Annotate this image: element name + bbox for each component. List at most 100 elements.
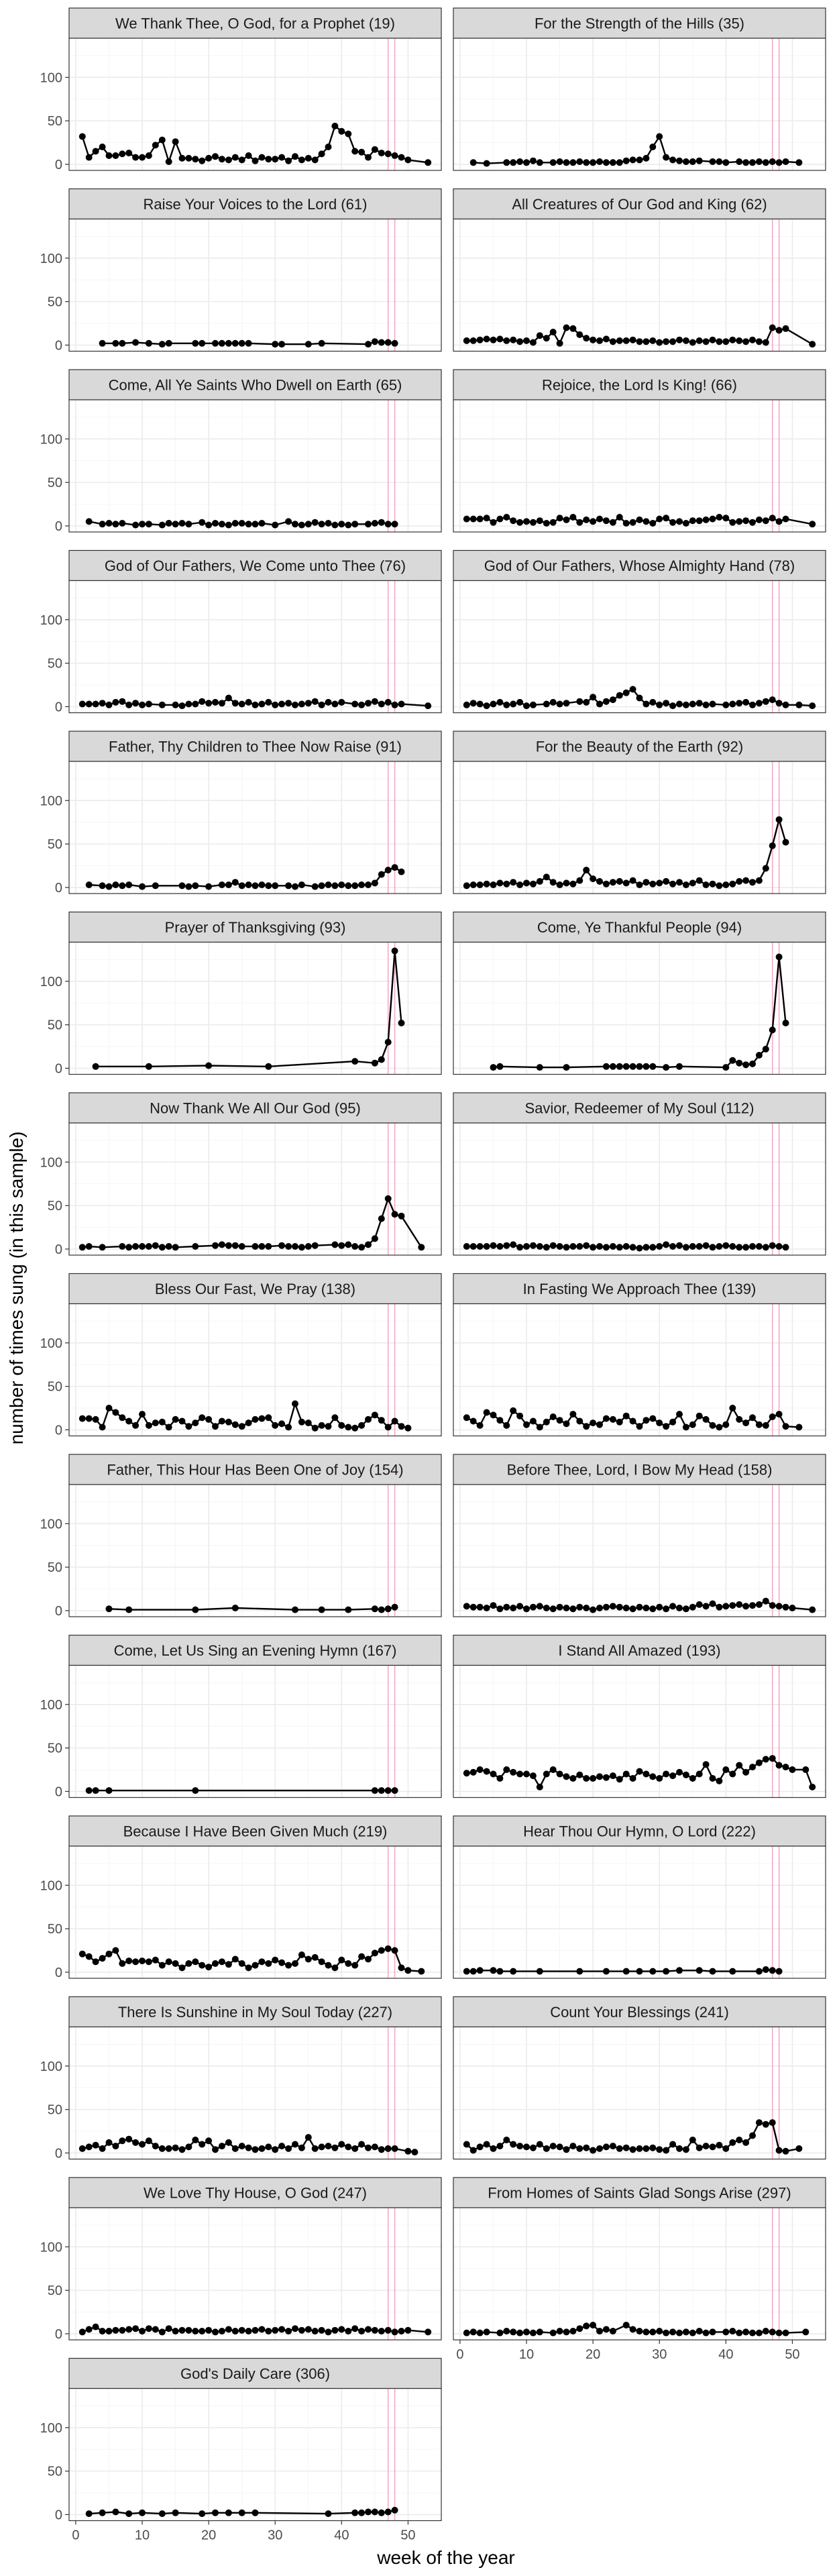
data-point: [304, 2326, 312, 2333]
panel-border: [453, 1484, 826, 1617]
y-tick-label: 100: [40, 1878, 62, 1893]
facet-title: God of Our Fathers, Whose Almighty Hand …: [484, 557, 795, 574]
data-point: [609, 1063, 616, 1070]
data-point: [702, 2143, 710, 2150]
panel-background: [69, 1846, 441, 1978]
data-point: [629, 1775, 636, 1782]
data-point: [245, 521, 252, 528]
data-point: [543, 873, 550, 881]
data-point: [331, 1414, 339, 1421]
data-point: [245, 1419, 252, 1427]
data-point: [663, 877, 670, 885]
data-point: [272, 1956, 279, 1964]
data-point: [192, 339, 199, 347]
data-point: [384, 1945, 392, 1952]
data-point: [358, 2509, 366, 2516]
data-point: [769, 842, 776, 849]
data-point: [192, 882, 199, 890]
data-point: [663, 515, 670, 522]
data-point: [311, 2328, 319, 2334]
data-point: [476, 1421, 484, 1429]
data-point: [616, 1063, 623, 1070]
panel-background: [69, 942, 441, 1075]
data-point: [722, 701, 730, 708]
data-point: [563, 879, 570, 887]
data-point: [265, 1243, 272, 1250]
data-point: [576, 158, 583, 165]
data-point: [556, 158, 563, 165]
facet-strip: [453, 1634, 826, 1666]
data-point: [278, 1420, 286, 1428]
data-point: [378, 2509, 385, 2516]
data-point: [351, 1243, 359, 1250]
y-tick-label: 50: [48, 1560, 62, 1575]
facet-strip: [453, 7, 826, 39]
data-point: [105, 1605, 113, 1613]
data-point: [503, 1242, 510, 1249]
data-point: [709, 1775, 716, 1782]
data-point: [503, 159, 510, 166]
facet-panel: Count Your Blessings (241): [453, 1996, 826, 2160]
data-point: [311, 519, 319, 526]
y-tick-label: 0: [55, 2508, 62, 2522]
data-point: [99, 882, 106, 890]
data-point: [112, 2326, 119, 2334]
data-point: [736, 2137, 743, 2143]
data-point: [125, 701, 133, 708]
facet-strip: [453, 1996, 826, 2028]
data-point: [569, 2328, 577, 2334]
data-point: [292, 1606, 298, 1613]
data-point: [165, 2145, 172, 2152]
data-point: [298, 1951, 305, 1958]
data-point: [510, 336, 517, 343]
data-point: [716, 1603, 723, 1611]
data-point: [762, 2121, 769, 2128]
data-point: [689, 2329, 696, 2337]
data-point: [172, 1244, 179, 1251]
data-point: [809, 702, 816, 710]
data-point: [384, 521, 392, 528]
data-point: [298, 521, 305, 529]
panel-border: [68, 38, 442, 171]
data-point: [809, 341, 816, 348]
data-point: [345, 2143, 352, 2151]
data-point: [252, 2146, 259, 2153]
data-point: [636, 2145, 643, 2152]
data-point: [245, 2144, 252, 2151]
data-point: [782, 1423, 789, 1430]
facet-strip: [453, 1273, 826, 1305]
data-point: [536, 2328, 543, 2336]
data-point: [391, 152, 398, 159]
data-point: [576, 877, 583, 884]
data-point: [749, 336, 756, 343]
facet-title: Father, This Hour Has Been One of Joy (1…: [107, 1462, 403, 1479]
facet-panel: In Fasting We Approach Thee (139): [453, 1273, 826, 1437]
data-point: [152, 2143, 159, 2150]
data-point: [523, 1770, 530, 1778]
data-point: [769, 1967, 776, 1974]
data-point: [218, 339, 225, 347]
data-point: [649, 1063, 657, 1070]
data-point: [695, 1412, 703, 1419]
data-point: [510, 700, 517, 708]
data-point: [643, 879, 650, 886]
y-tick-label: 100: [40, 1155, 62, 1170]
data-point: [365, 1415, 372, 1423]
data-point: [643, 154, 650, 162]
data-point: [676, 1605, 683, 1611]
data-point: [583, 335, 590, 342]
facet-panel: Rejoice, the Lord Is King! (66): [453, 369, 826, 533]
data-point: [669, 1418, 677, 1426]
data-point: [695, 1967, 703, 1974]
data-point: [702, 338, 710, 345]
data-point: [145, 1243, 152, 1250]
data-point: [490, 519, 497, 526]
data-point: [736, 877, 743, 885]
data-point: [742, 1768, 750, 1776]
data-point: [755, 2329, 763, 2337]
data-point: [682, 701, 689, 708]
data-point: [272, 2326, 279, 2334]
data-point: [602, 1774, 610, 1781]
data-point: [649, 520, 657, 527]
data-point: [716, 1243, 723, 1250]
